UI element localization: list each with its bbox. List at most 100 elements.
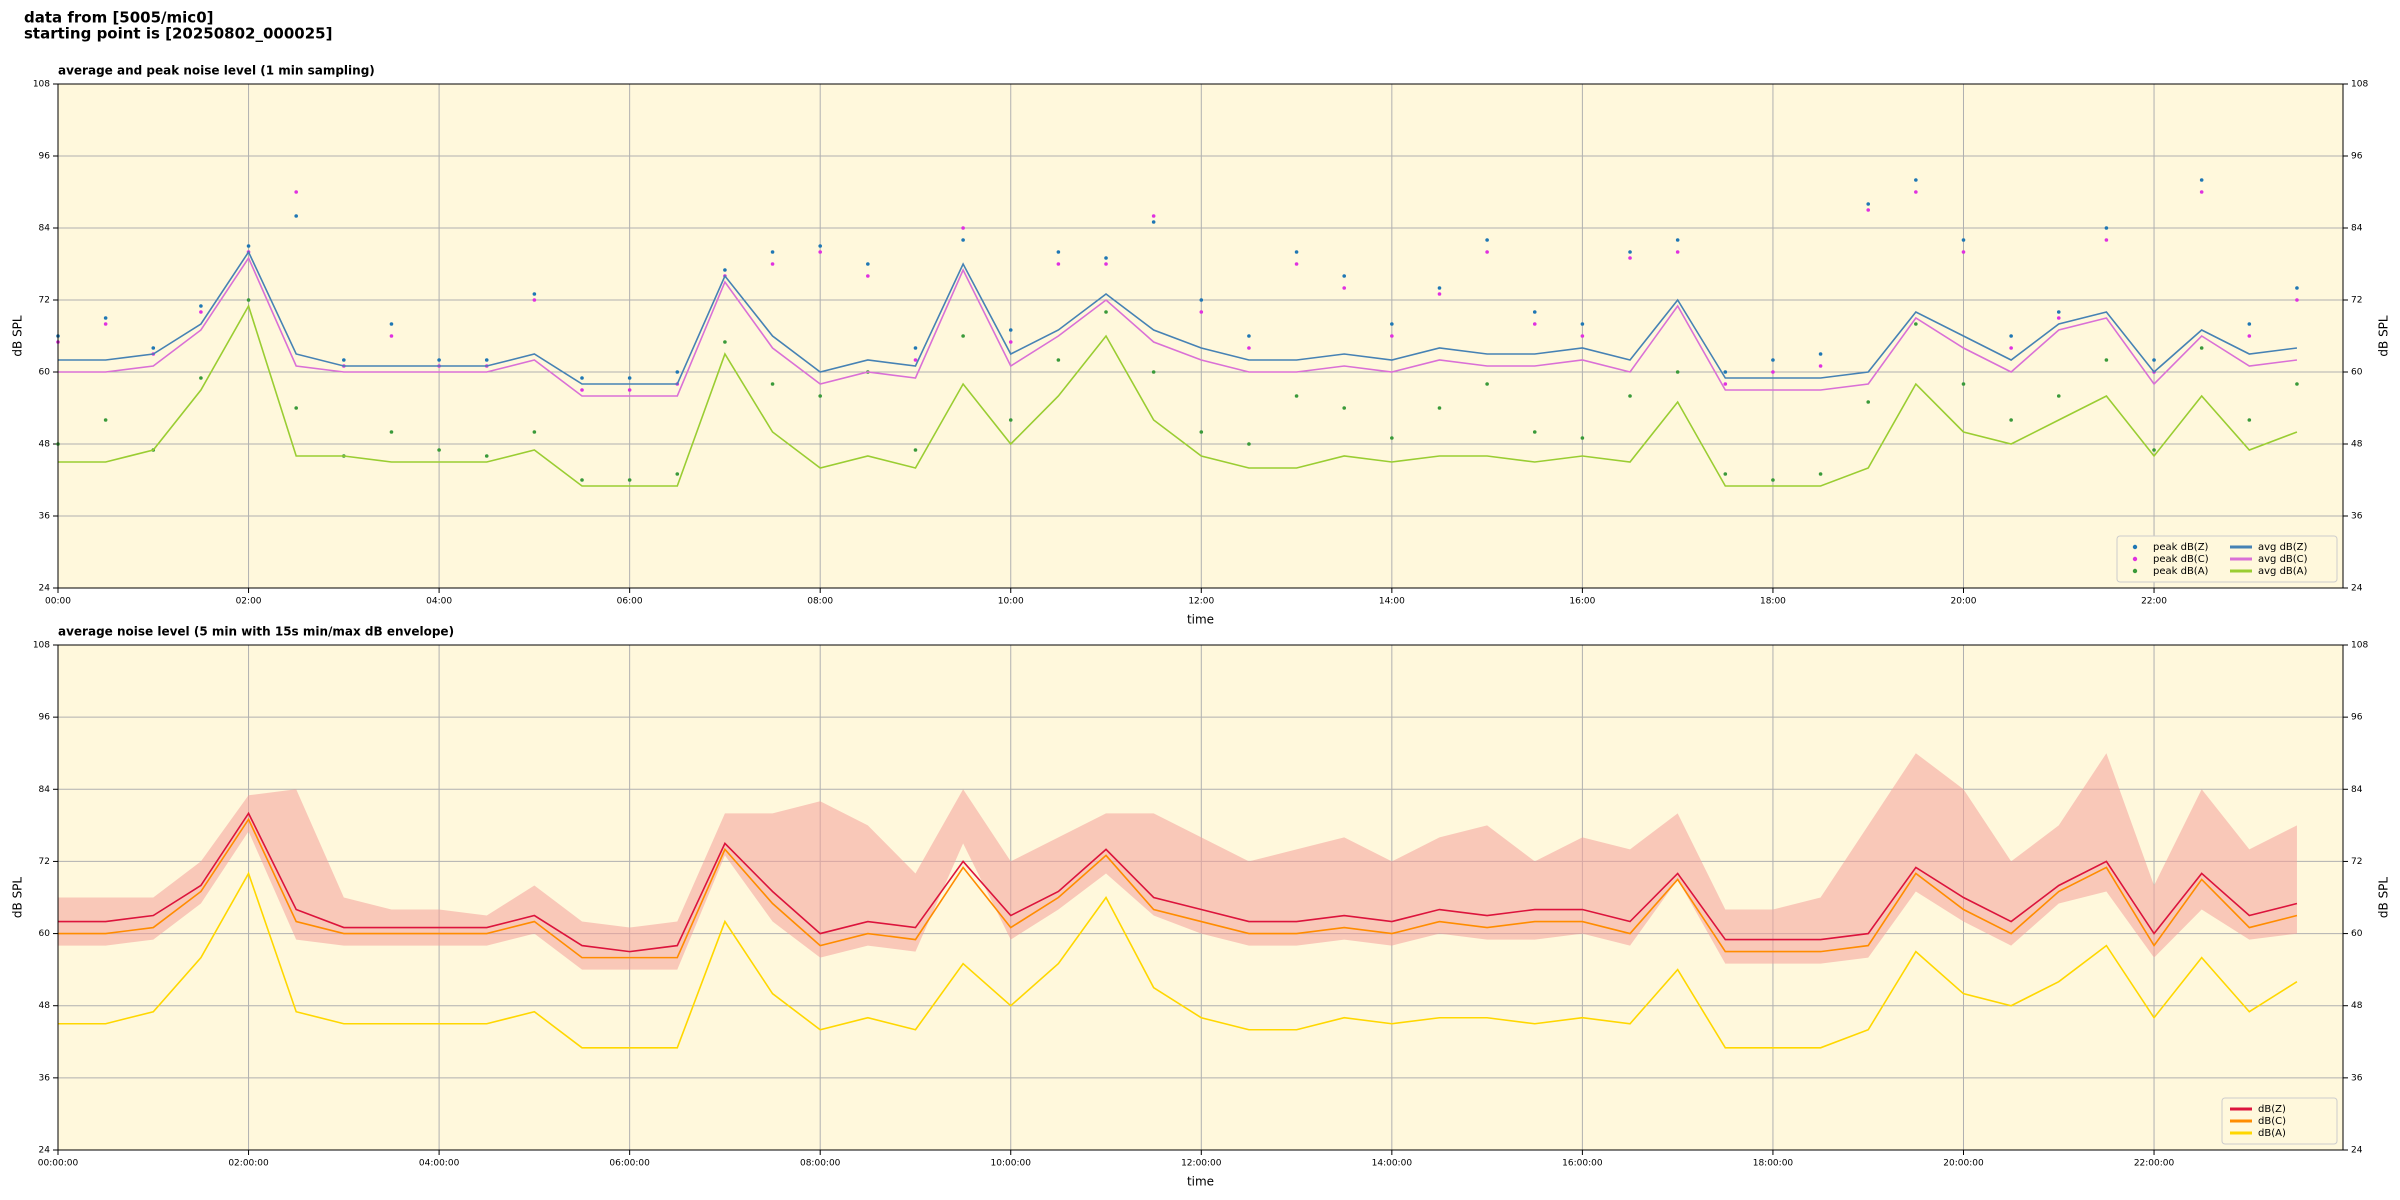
peak-point xyxy=(1342,286,1347,290)
x-axis-label: time xyxy=(1187,613,1214,627)
peak-point xyxy=(2152,358,2156,362)
y-tick-label: 108 xyxy=(2351,80,2368,90)
peak-point xyxy=(2009,418,2013,422)
peak-point xyxy=(2152,448,2156,452)
chart-title: average noise level (5 min with 15s min/… xyxy=(58,625,454,639)
series-line xyxy=(58,304,2298,487)
y-tick-label: 48 xyxy=(2351,440,2363,450)
peak-point xyxy=(199,304,203,308)
envelope-area xyxy=(58,753,2297,970)
legend-label: avg dB(A) xyxy=(2258,566,2308,577)
peak-point xyxy=(1008,340,1013,344)
peak-point xyxy=(342,358,346,362)
peak-point xyxy=(294,190,298,194)
series-line xyxy=(58,811,2298,953)
peak-point xyxy=(770,250,775,254)
header-line: starting point is [20250802_000025] xyxy=(24,25,332,43)
peak-point xyxy=(1580,334,1585,338)
peak-point xyxy=(1151,220,1156,224)
x-axis-label: time xyxy=(1187,1175,1214,1189)
peak-point xyxy=(199,310,203,314)
peak-point xyxy=(1961,238,1966,242)
series-line xyxy=(58,817,2298,959)
x-tick-label: 04:00 xyxy=(426,597,452,607)
peak-point xyxy=(437,358,441,362)
peak-point xyxy=(1723,382,1728,386)
peak-point xyxy=(294,406,298,410)
y-tick-label: 60 xyxy=(39,368,51,378)
series-line xyxy=(58,256,2298,397)
y-tick-label: 48 xyxy=(2351,1001,2363,1011)
peak-point xyxy=(1437,286,1442,290)
peak-point xyxy=(818,394,822,398)
peak-point xyxy=(1390,334,1394,338)
y-tick-label: 96 xyxy=(2351,152,2363,162)
peak-point xyxy=(2295,286,2299,290)
peak-point xyxy=(1008,328,1013,332)
peak-point xyxy=(1675,238,1680,242)
peak-point xyxy=(1723,472,1728,476)
legend-label: peak dB(A) xyxy=(2153,566,2209,577)
peak-point xyxy=(1247,346,1251,350)
peak-point xyxy=(1723,370,1728,374)
peak-point xyxy=(1628,256,1632,260)
peak-point xyxy=(1199,298,1204,302)
y-tick-label: 48 xyxy=(39,440,51,450)
peak-point xyxy=(2056,310,2061,314)
peak-point xyxy=(2009,346,2013,350)
legend-label: peak dB(Z) xyxy=(2153,542,2209,553)
peak-point xyxy=(1628,394,1632,398)
peak-point xyxy=(246,298,251,302)
peak-point xyxy=(1771,358,1775,362)
x-tick-label: 08:00:00 xyxy=(800,1159,841,1169)
y-tick-label: 108 xyxy=(2351,641,2368,651)
peak-point xyxy=(627,388,632,392)
peak-point xyxy=(1247,334,1251,338)
peak-point xyxy=(1342,274,1347,278)
peak-point xyxy=(2199,346,2204,350)
peak-point xyxy=(532,298,537,302)
peak-point xyxy=(675,472,680,476)
y-tick-label: 96 xyxy=(39,713,51,723)
peak-point xyxy=(913,346,918,350)
y-tick-label: 72 xyxy=(39,296,50,306)
x-tick-label: 22:00:00 xyxy=(2134,1159,2175,1169)
plot-frame xyxy=(57,644,2344,1151)
peak-point xyxy=(1771,370,1775,374)
legend-label: dB(Z) xyxy=(2258,1104,2286,1115)
legend-marker xyxy=(2132,556,2138,562)
peak-point xyxy=(1294,394,1299,398)
y-tick-label: 72 xyxy=(2351,857,2362,867)
peak-point xyxy=(2295,382,2299,386)
y-axis-label: dB SPL xyxy=(11,877,25,919)
peak-point xyxy=(1628,250,1632,254)
y-tick-label: 72 xyxy=(39,857,50,867)
peak-point xyxy=(627,376,632,380)
peak-point xyxy=(103,322,108,326)
legend-label: dB(C) xyxy=(2258,1116,2286,1127)
peak-point xyxy=(1151,370,1156,374)
peak-point xyxy=(1914,322,1918,326)
y-tick-label: 60 xyxy=(39,929,51,939)
x-tick-label: 02:00:00 xyxy=(228,1159,269,1169)
y-tick-label: 96 xyxy=(2351,713,2363,723)
x-tick-label: 14:00:00 xyxy=(1372,1159,1413,1169)
y-tick-label: 36 xyxy=(39,1073,51,1083)
peak-point xyxy=(913,358,918,362)
peak-point xyxy=(1056,250,1061,254)
plot-frame xyxy=(57,83,2344,589)
peak-point xyxy=(961,226,965,230)
peak-point xyxy=(1866,400,1871,404)
peak-point xyxy=(199,376,203,380)
y-tick-label: 48 xyxy=(39,1001,51,1011)
peak-point xyxy=(2199,190,2204,194)
series-line xyxy=(58,250,2298,385)
peak-point xyxy=(1104,256,1108,260)
x-tick-label: 18:00:00 xyxy=(1753,1159,1794,1169)
plot-area xyxy=(58,84,2343,588)
x-tick-label: 06:00:00 xyxy=(609,1159,650,1169)
peak-point xyxy=(1342,406,1347,410)
peak-point xyxy=(246,244,251,248)
legend-label: dB(A) xyxy=(2258,1128,2286,1139)
